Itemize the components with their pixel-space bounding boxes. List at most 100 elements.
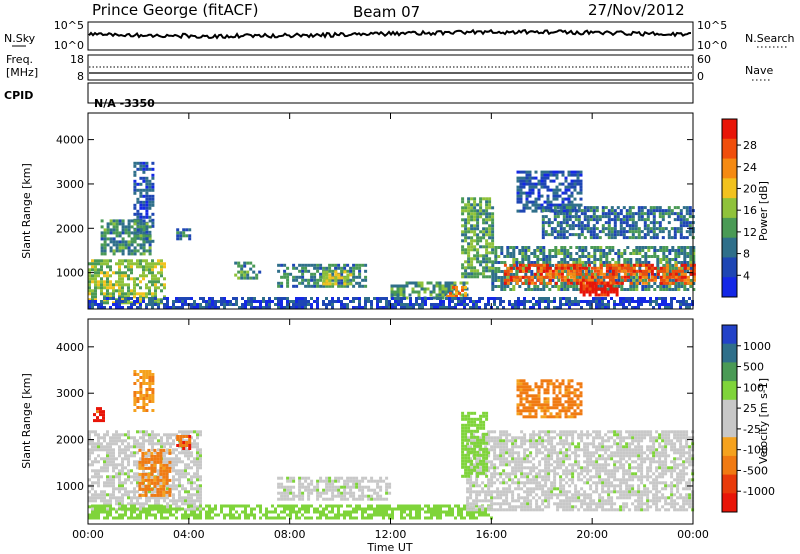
heatmap-cell bbox=[543, 185, 547, 189]
heatmap-cell bbox=[199, 493, 202, 497]
heatmap-cell bbox=[331, 297, 334, 300]
heatmap-cell bbox=[148, 200, 152, 204]
heatmap-cell bbox=[667, 215, 671, 219]
heatmap-cell bbox=[461, 197, 465, 201]
heatmap-cell bbox=[298, 485, 302, 489]
heatmap-cell bbox=[538, 303, 541, 306]
heatmap-cell bbox=[409, 297, 412, 300]
heatmap-cell bbox=[569, 272, 573, 276]
heatmap-cell bbox=[534, 206, 538, 210]
heatmap-cell bbox=[424, 303, 427, 306]
heatmap-cell bbox=[142, 295, 145, 299]
heatmap-cell bbox=[563, 282, 567, 285]
heatmap-cell bbox=[554, 263, 558, 267]
heatmap-cell bbox=[599, 285, 603, 288]
heatmap-cell bbox=[340, 272, 344, 276]
heatmap-cell bbox=[560, 252, 564, 255]
heatmap-cell bbox=[99, 419, 102, 423]
heatmap-cell bbox=[349, 510, 352, 514]
heatmap-cell bbox=[542, 261, 546, 264]
heatmap-cell bbox=[599, 278, 603, 282]
heatmap-cell bbox=[573, 188, 577, 192]
heatmap-cell bbox=[139, 513, 142, 517]
heatmap-cell bbox=[646, 212, 650, 216]
heatmap-cell bbox=[649, 297, 652, 300]
heatmap-cell bbox=[133, 185, 137, 189]
heatmap-cell bbox=[461, 263, 465, 267]
heatmap-cell bbox=[100, 283, 103, 287]
heatmap-cell bbox=[409, 306, 412, 309]
heatmap-cell bbox=[470, 230, 474, 234]
heatmap-cell bbox=[611, 272, 615, 276]
heatmap-cell bbox=[594, 287, 598, 291]
heatmap-cell bbox=[96, 419, 99, 423]
heatmap-cell bbox=[127, 490, 130, 494]
heatmap-cell bbox=[100, 268, 103, 272]
heatmap-cell bbox=[488, 266, 492, 270]
heatmap-cell bbox=[559, 227, 563, 231]
heatmap-cell bbox=[124, 448, 127, 452]
heatmap-cell bbox=[523, 303, 526, 306]
heatmap-cell bbox=[145, 274, 148, 278]
heatmap-cell bbox=[512, 285, 516, 288]
heatmap-cell bbox=[494, 258, 498, 261]
heatmap-cell bbox=[109, 297, 112, 300]
heatmap-cell bbox=[133, 475, 136, 479]
heatmap-cell bbox=[142, 268, 145, 272]
heatmap-cell bbox=[682, 215, 686, 219]
heatmap-cell bbox=[485, 227, 489, 231]
heatmap-cell bbox=[575, 266, 579, 270]
heatmap-cell bbox=[328, 479, 332, 483]
heatmap-cell bbox=[442, 300, 445, 303]
heatmap-cell bbox=[217, 513, 220, 517]
heatmap-cell bbox=[467, 245, 471, 249]
heatmap-cell bbox=[659, 288, 663, 291]
heatmap-cell bbox=[310, 303, 313, 306]
heatmap-cell bbox=[572, 261, 576, 264]
heatmap-cell bbox=[494, 246, 498, 249]
heatmap-cell bbox=[682, 236, 686, 240]
heatmap-cell bbox=[127, 259, 130, 263]
heatmap-cell bbox=[609, 290, 613, 294]
heatmap-cell bbox=[494, 276, 498, 279]
heatmap-cell bbox=[622, 227, 626, 231]
heatmap-cell bbox=[188, 444, 192, 447]
heatmap-cell bbox=[124, 481, 127, 485]
heatmap-cell bbox=[677, 266, 681, 270]
heatmap-cell bbox=[133, 502, 136, 506]
heatmap-cell bbox=[536, 261, 540, 264]
nave-tick-bottom: 0 bbox=[697, 70, 704, 83]
heatmap-cell bbox=[361, 479, 365, 483]
heatmap-cell bbox=[430, 507, 433, 511]
heatmap-cell bbox=[249, 276, 253, 280]
heatmap-cell bbox=[532, 306, 535, 309]
heatmap-cell bbox=[385, 485, 389, 489]
heatmap-cell bbox=[686, 275, 690, 279]
heatmap-cell bbox=[325, 497, 329, 501]
heatmap-cell bbox=[361, 510, 364, 514]
heatmap-cell bbox=[265, 516, 268, 520]
heatmap-cell bbox=[130, 225, 134, 229]
heatmap-cell bbox=[579, 170, 583, 174]
heatmap-cell bbox=[475, 484, 479, 488]
heatmap-cell bbox=[534, 197, 538, 201]
heatmap-cell bbox=[652, 206, 656, 210]
heatmap-cell bbox=[572, 269, 576, 273]
heatmap-cell bbox=[525, 206, 529, 210]
heatmap-cell bbox=[301, 266, 305, 270]
heatmap-cell bbox=[647, 282, 651, 285]
heatmap-cell bbox=[385, 497, 389, 501]
heatmap-cell bbox=[616, 303, 619, 306]
heatmap-cell bbox=[448, 504, 451, 508]
heatmap-cell bbox=[145, 203, 149, 207]
heatmap-cell bbox=[289, 485, 293, 489]
heatmap-cell bbox=[247, 516, 250, 520]
heatmap-cell bbox=[145, 391, 149, 394]
heatmap-cell bbox=[581, 252, 585, 255]
heatmap-cell bbox=[644, 279, 648, 282]
heatmap-cell bbox=[100, 225, 104, 229]
heatmap-cell bbox=[555, 173, 559, 177]
heatmap-cell bbox=[133, 295, 136, 299]
heatmap-cell bbox=[139, 382, 143, 385]
heatmap-cell bbox=[148, 167, 152, 171]
